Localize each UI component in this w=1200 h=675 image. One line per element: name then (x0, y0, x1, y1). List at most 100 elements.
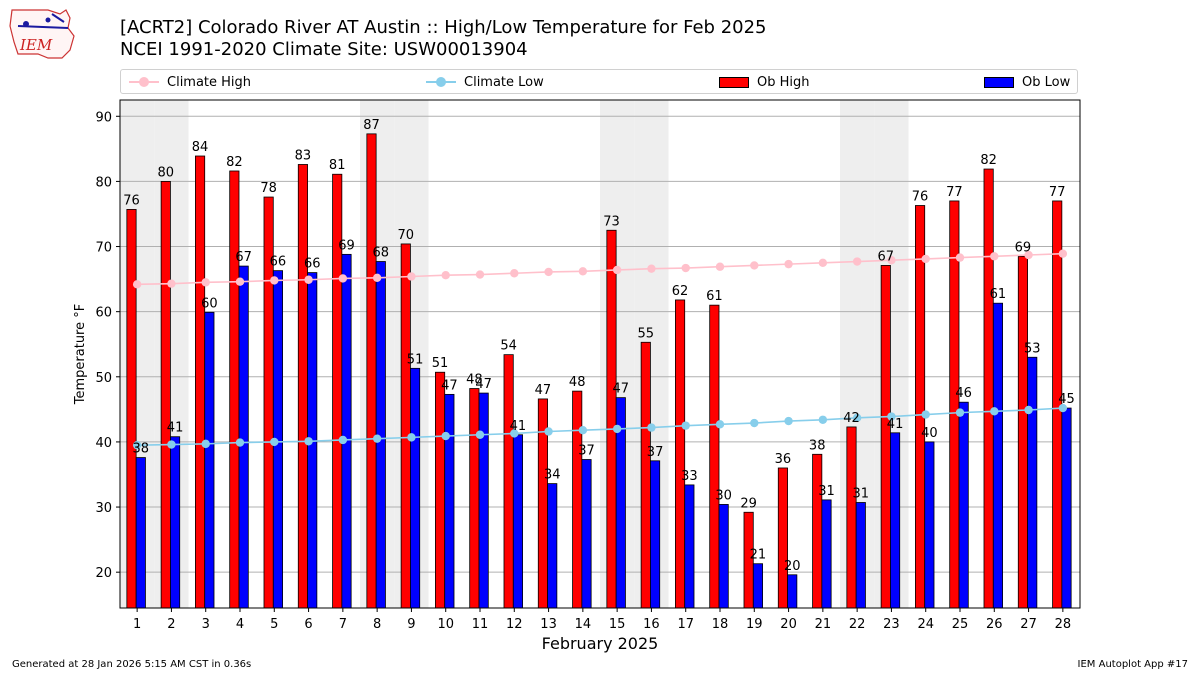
ob-high-value-label: 81 (329, 158, 346, 173)
legend-climate-low-swatch (426, 77, 456, 87)
ob-low-bar (1027, 356, 1038, 609)
ob-low-value-label: 47 (441, 378, 458, 393)
climate-high-point (681, 263, 690, 273)
x-tick-label: 21 (815, 617, 832, 632)
x-axis-label: February 2025 (542, 634, 659, 653)
ob-low-bar (855, 502, 866, 609)
climate-high-point (750, 261, 759, 270)
climate-low-point (407, 433, 416, 442)
climate-high-point (235, 277, 245, 286)
legend-ob-high: Ob High (719, 70, 810, 94)
ob-high-bar (812, 453, 823, 609)
x-tick-label: 17 (677, 617, 694, 632)
ob-high-bar (915, 205, 926, 609)
ob-high-value-label: 51 (432, 356, 449, 371)
ob-high-bar (880, 265, 891, 609)
ob-high-value-label: 54 (500, 339, 517, 354)
ob-low-bar (341, 253, 352, 609)
climate-high-point (1024, 250, 1033, 260)
ob-low-bar (787, 574, 798, 609)
ob-low-bar (752, 563, 763, 609)
ob-high-bar (983, 168, 994, 609)
ob-low-value-label: 38 (133, 442, 150, 457)
climate-high-point (304, 275, 313, 284)
ob-high-bar (846, 426, 857, 609)
ob-high-bar (160, 181, 171, 609)
ob-high-bar (195, 155, 206, 609)
x-tick-label: 6 (304, 617, 312, 632)
ob-high-value-label: 84 (192, 140, 209, 155)
ob-low-value-label: 20 (784, 559, 801, 574)
ob-high-value-label: 73 (603, 214, 620, 229)
ob-high-value-label: 87 (363, 118, 380, 133)
ob-low-bar (1061, 407, 1072, 609)
y-axis-label: Temperature °F (73, 304, 88, 405)
ob-low-bar (238, 265, 249, 609)
climate-high-point (647, 264, 656, 273)
climate-low-point (167, 440, 176, 449)
climate-low-point (990, 407, 999, 416)
climate-low-point (1024, 405, 1033, 415)
y-tick-label: 30 (95, 501, 112, 516)
climate-high-point (475, 270, 485, 279)
ob-low-bar (204, 311, 215, 609)
ob-high-bar (1017, 255, 1028, 609)
title-line-1: [ACRT2] Colorado River AT Austin :: High… (120, 17, 767, 38)
ob-low-value-label: 34 (544, 468, 561, 483)
y-tick-label: 20 (95, 566, 112, 581)
chart-legend: Climate High Climate Low Ob High Ob Low (120, 69, 1078, 94)
x-tick-label: 4 (236, 617, 244, 632)
x-tick-label: 2 (167, 617, 175, 632)
x-tick-label: 20 (780, 617, 797, 632)
climate-high-point (132, 280, 142, 289)
ob-low-value-label: 46 (955, 386, 972, 401)
ob-high-value-label: 42 (843, 411, 860, 426)
ob-low-value-label: 31 (818, 484, 835, 499)
x-tick-label: 13 (540, 617, 557, 632)
ob-high-value-label: 47 (535, 383, 552, 398)
climate-high-point (338, 274, 348, 283)
climate-high-point (407, 272, 416, 281)
ob-low-value-label: 60 (201, 296, 218, 311)
climate-low-point (818, 415, 828, 424)
logo-text: IEM (19, 36, 53, 54)
climate-high-point (201, 278, 210, 287)
ob-low-value-label: 53 (1024, 341, 1041, 356)
climate-high-point (990, 252, 999, 261)
legend-climate-high-label: Climate High (167, 74, 252, 90)
climate-low-point (372, 434, 382, 443)
climate-low-point (475, 430, 485, 439)
ob-low-value-label: 33 (681, 469, 698, 484)
ob-low-bar (718, 504, 729, 609)
legend-climate-high: Climate High (129, 70, 251, 94)
ob-low-value-label: 41 (887, 417, 904, 432)
ob-low-value-label: 51 (407, 352, 424, 367)
climate-low-point (955, 408, 965, 417)
ob-low-value-label: 68 (373, 246, 390, 261)
x-tick-label: 23 (883, 617, 900, 632)
ob-low-value-label: 41 (510, 419, 527, 434)
climate-low-point (270, 437, 279, 447)
ob-low-bar (958, 401, 969, 609)
ob-high-value-label: 67 (878, 249, 895, 264)
ob-high-value-label: 29 (740, 496, 757, 511)
climate-low-line (137, 407, 1063, 446)
climate-low-point (510, 429, 519, 438)
ob-high-bar (503, 354, 514, 609)
ob-low-value-label: 61 (990, 287, 1007, 302)
x-tick-label: 11 (472, 617, 489, 632)
climate-high-point (955, 253, 965, 262)
ob-low-bar (410, 367, 421, 609)
title-line-2: NCEI 1991-2020 Climate Site: USW00013904 (120, 39, 528, 60)
y-tick-label: 40 (95, 436, 112, 451)
x-tick-label: 9 (407, 617, 415, 632)
climate-low-point (647, 423, 656, 432)
x-tick-label: 24 (917, 617, 934, 632)
ob-high-value-label: 36 (775, 452, 792, 467)
legend-climate-high-swatch (129, 77, 159, 87)
ob-high-value-label: 83 (295, 148, 312, 163)
climate-high-point (612, 265, 622, 275)
climate-high-point (578, 267, 588, 276)
ob-high-bar (949, 200, 960, 609)
legend-ob-low: Ob Low (984, 70, 1070, 94)
